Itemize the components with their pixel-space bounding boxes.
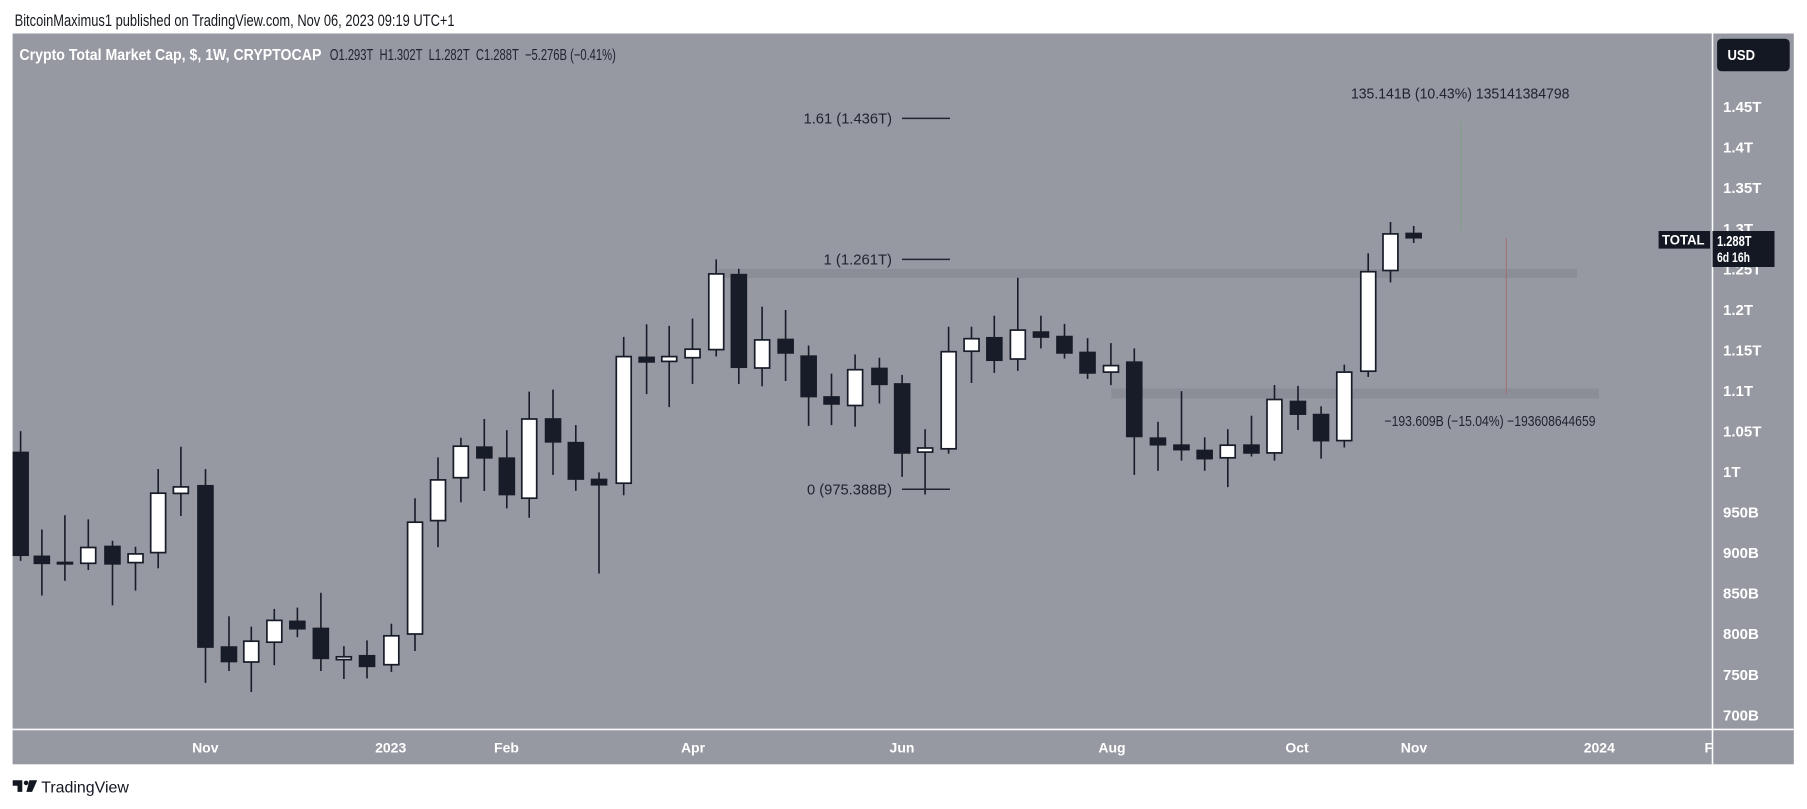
svg-text:TradingView: TradingView	[41, 780, 129, 797]
svg-text:2023: 2023	[375, 739, 406, 755]
svg-text:USD: USD	[1728, 47, 1756, 64]
svg-text:850B: 850B	[1723, 586, 1759, 603]
svg-text:1.45T: 1.45T	[1723, 99, 1761, 116]
svg-text:1T: 1T	[1723, 464, 1741, 481]
svg-text:O1.293T H1.302T L1.282T C1.: O1.293T H1.302T L1.282T C1.288T −5.276B …	[330, 47, 616, 64]
svg-text:6d 16h: 6d 16h	[1717, 250, 1750, 265]
svg-text:1.05T: 1.05T	[1723, 424, 1761, 441]
svg-text:2024: 2024	[1584, 739, 1615, 755]
svg-text:Nov: Nov	[1401, 739, 1428, 755]
svg-text:1.1T: 1.1T	[1723, 383, 1753, 400]
svg-text:1 (1.261T): 1 (1.261T)	[824, 252, 893, 268]
svg-text:750B: 750B	[1723, 667, 1759, 684]
svg-text:Crypto Total Market Cap, $, 1W: Crypto Total Market Cap, $, 1W, CRYPTOCA…	[19, 47, 321, 64]
svg-text:1.2T: 1.2T	[1723, 302, 1753, 319]
svg-text:Feb: Feb	[494, 739, 519, 755]
svg-text:Apr: Apr	[681, 739, 706, 755]
svg-text:TOTAL: TOTAL	[1662, 232, 1705, 248]
svg-text:−193.609B (−15.04%) −193608644: −193.609B (−15.04%) −193608644659	[1385, 414, 1596, 430]
svg-text:950B: 950B	[1723, 505, 1759, 522]
svg-text:800B: 800B	[1723, 626, 1759, 643]
svg-text:Jun: Jun	[890, 739, 915, 755]
svg-text:1.288T: 1.288T	[1717, 233, 1752, 250]
svg-text:1.35T: 1.35T	[1723, 180, 1761, 197]
svg-text:BitcoinMaximus1 published on T: BitcoinMaximus1 published on TradingView…	[15, 11, 455, 30]
svg-text:Aug: Aug	[1098, 739, 1125, 755]
svg-text:1.4T: 1.4T	[1723, 140, 1753, 157]
svg-text:1.15T: 1.15T	[1723, 342, 1761, 359]
svg-text:1.61 (1.436T): 1.61 (1.436T)	[804, 111, 893, 127]
svg-text:700B: 700B	[1723, 707, 1759, 724]
svg-text:Feb: Feb	[1705, 739, 1730, 755]
svg-text:Nov: Nov	[192, 739, 219, 755]
svg-text:135.141B (10.43%) 135141384798: 135.141B (10.43%) 135141384798	[1351, 87, 1570, 103]
svg-text:Oct: Oct	[1285, 739, 1309, 755]
svg-text:900B: 900B	[1723, 545, 1759, 562]
svg-text:0 (975.388B): 0 (975.388B)	[807, 482, 892, 498]
